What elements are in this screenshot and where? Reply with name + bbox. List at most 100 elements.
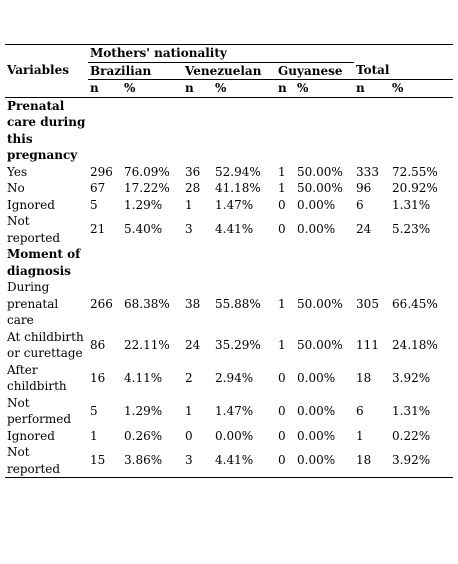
cell: 55.88% — [215, 296, 261, 311]
cell: 2 — [185, 370, 193, 385]
cell: 96 — [356, 181, 372, 195]
cell: 3.86% — [124, 453, 163, 468]
cell: 111 — [356, 337, 379, 352]
cell: 3.92% — [392, 370, 431, 385]
nationality: Venezuelan — [183, 62, 276, 80]
cell: 333 — [356, 164, 379, 179]
cell: 28 — [185, 181, 201, 195]
cell: 1.29% — [124, 403, 163, 418]
cell: 0.26% — [124, 428, 163, 443]
blank — [88, 246, 453, 279]
row-label: During prenatal care — [7, 280, 59, 327]
data-row: Ignored 5 1.29% 1 1.47% 0 0.00% 6 1.31% — [5, 197, 453, 214]
data-row: Yes 296 76.09% 36 52.94% 1 50.00% 333 72.55% — [5, 164, 453, 181]
cell: 3.92% — [392, 453, 431, 468]
cell: 38 — [185, 296, 201, 311]
row-label: Ignored — [7, 197, 55, 212]
cell: 50.00% — [297, 181, 343, 195]
data-row: Ignored 1 0.26% 0 0.00% 0 0.00% 1 0.22% — [5, 428, 453, 445]
cell: 35.29% — [215, 337, 261, 352]
row-label: No — [7, 181, 25, 195]
group-title: Mothers' nationality — [88, 44, 355, 63]
cell: 24 — [356, 222, 372, 237]
section-title: Moment of diagnosis — [7, 247, 81, 278]
cell: 72.55% — [392, 164, 438, 179]
cell: 50.00% — [297, 164, 343, 179]
data-row: After childbirth 16 4.11% 2 2.94% 0 0.00% 18 3.9… — [5, 362, 453, 395]
n-header: n — [276, 79, 295, 98]
cell: 5.23% — [392, 222, 431, 237]
cell: 1.47% — [215, 197, 254, 212]
section-row: Moment of diagnosis — [5, 246, 453, 279]
nationality: Guyanese — [276, 62, 355, 80]
variables-header: Variables — [5, 62, 88, 98]
cell: 1 — [356, 428, 364, 443]
cell: 3 — [185, 222, 193, 237]
cell: 0 — [278, 370, 286, 385]
pct-header: % — [295, 79, 355, 98]
cell: 50.00% — [297, 337, 343, 352]
cell: 67 — [90, 181, 106, 195]
cell: 41.18% — [215, 181, 261, 195]
row-label: Not reported — [7, 214, 61, 245]
nationality: Brazilian — [88, 62, 183, 80]
cell: 1 — [90, 428, 98, 443]
cell: 1 — [185, 197, 193, 212]
cell: 36 — [185, 164, 201, 179]
header-row: n% n% n% n% — [5, 79, 454, 98]
row-label: Not reported — [7, 445, 61, 476]
blank — [5, 45, 88, 63]
data-row: Not reported 15 3.86% 3 4.41% 0 0.00% 18 3.92% — [5, 444, 453, 478]
cell: 3 — [185, 453, 193, 468]
n-header: n — [354, 79, 391, 98]
data-row: Not performed 5 1.29% 1 1.47% 0 0.00% 6 1.31% — [5, 395, 453, 428]
row-label: Yes — [7, 164, 28, 179]
cell: 1 — [278, 296, 286, 311]
cell: 1.31% — [392, 197, 431, 212]
cell: 52.94% — [215, 164, 261, 179]
cell: 1 — [185, 403, 193, 418]
cell: 0 — [278, 403, 286, 418]
cell: 4.11% — [124, 370, 163, 385]
cell: 5.40% — [124, 222, 163, 237]
cell: 0.22% — [392, 428, 431, 443]
cell: 0.00% — [297, 370, 336, 385]
pct-header: % — [213, 79, 276, 98]
cell: 0.00% — [297, 428, 336, 443]
cell: 24 — [185, 337, 201, 352]
blank — [88, 97, 453, 164]
data-row: No 67 17.22% 28 41.18% 1 50.00% 96 20.92% — [5, 180, 453, 197]
data-row: During prenatal care 266 68.38% 38 55.88% 1 50… — [5, 279, 453, 329]
cell: 76.09% — [124, 164, 170, 179]
cell: 4.41% — [215, 222, 254, 237]
row-label: At childbirth or curettage — [7, 329, 84, 361]
cell: 50.00% — [297, 296, 343, 311]
cell: 0.00% — [297, 197, 336, 212]
n-header: n — [88, 79, 122, 98]
cell: 20.92% — [392, 181, 438, 195]
row-label: Not performed — [7, 395, 72, 427]
cell: 266 — [90, 296, 113, 311]
blank — [354, 45, 453, 63]
cell: 24.18% — [392, 337, 438, 352]
cell: 0 — [278, 222, 286, 237]
cell: 22.11% — [124, 337, 170, 352]
section-title: Prenatal care during this pregnancy — [7, 98, 86, 163]
cell: 1.29% — [124, 197, 163, 212]
cell: 15 — [90, 453, 106, 468]
cell: 86 — [90, 337, 106, 352]
cell: 0.00% — [215, 428, 254, 443]
cell: 296 — [90, 164, 113, 179]
cell: 1 — [278, 181, 286, 195]
data-row: At childbirth or curettage 86 22.11% 24 35.2… — [5, 329, 453, 362]
pct-header: % — [390, 79, 454, 98]
total-header: Total — [354, 62, 454, 80]
section-row: Prenatal care during this pregnancy — [5, 97, 453, 164]
cell: 0.00% — [297, 403, 336, 418]
n-header: n — [183, 79, 213, 98]
cell: 0 — [185, 428, 193, 443]
cell: 17.22% — [124, 181, 170, 195]
data-table: Mothers' nationality Variables Brazilian… — [5, 44, 454, 478]
cell: 66.45% — [392, 296, 438, 311]
